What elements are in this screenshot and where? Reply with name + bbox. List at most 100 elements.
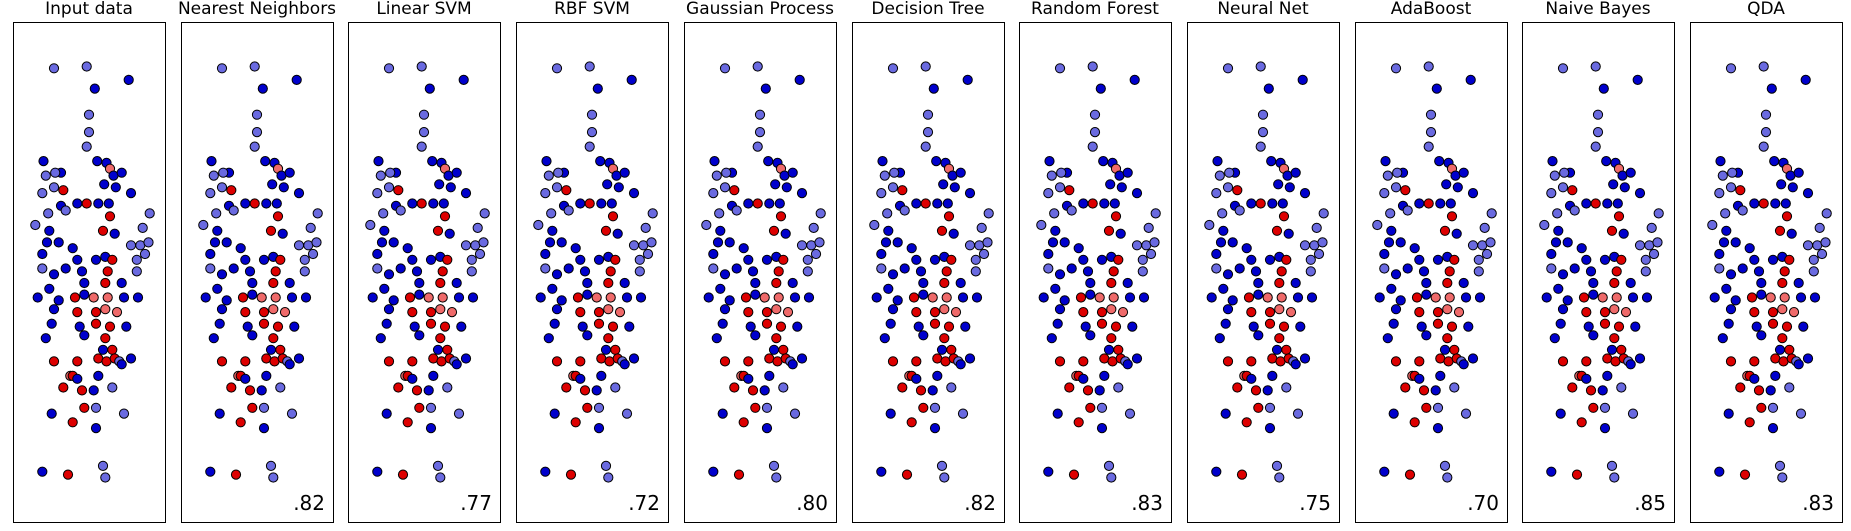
data-point [435, 333, 446, 344]
data-point [453, 292, 465, 303]
data-point [44, 225, 55, 236]
data-point [1094, 385, 1105, 396]
panel-frame [852, 22, 1005, 523]
data-point [1557, 269, 1569, 280]
data-point [107, 382, 118, 393]
data-point [549, 318, 560, 329]
data-point [1562, 237, 1573, 248]
data-point [983, 208, 994, 219]
data-point [1425, 109, 1437, 120]
data-point [619, 277, 630, 289]
data-point [37, 188, 48, 199]
data-point [929, 402, 941, 413]
data-point [1653, 208, 1664, 219]
data-point [109, 228, 120, 239]
data-point [1765, 385, 1776, 396]
data-point [929, 423, 941, 434]
data-point [885, 408, 896, 419]
data-point [428, 198, 439, 209]
data-point [1749, 307, 1760, 318]
data-point [942, 198, 953, 209]
data-point [1808, 266, 1819, 277]
data-point [1285, 307, 1297, 318]
data-point [773, 292, 784, 303]
data-point [1085, 330, 1096, 341]
data-point [928, 83, 939, 94]
data-point [596, 198, 607, 209]
data-point [72, 373, 83, 384]
data-point [1567, 185, 1578, 196]
data-point [432, 344, 444, 355]
data-point [256, 385, 267, 396]
data-point [1281, 344, 1292, 355]
data-point [814, 237, 825, 248]
data-point [456, 321, 467, 332]
data-point [1546, 188, 1557, 199]
data-point [88, 292, 99, 303]
data-point [442, 382, 453, 393]
data-point [1271, 460, 1283, 471]
data-point [221, 295, 232, 306]
data-point [1590, 61, 1601, 72]
data-point [393, 382, 404, 393]
data-point [1569, 263, 1580, 274]
data-point [79, 277, 90, 289]
data-point [899, 263, 910, 274]
data-point [619, 167, 630, 178]
data-point [378, 208, 389, 219]
data-point [1627, 292, 1639, 303]
data-point [299, 266, 310, 277]
data-point [428, 370, 439, 381]
data-point [540, 248, 551, 260]
data-point [381, 318, 392, 329]
data-point [1379, 248, 1390, 260]
data-point [887, 63, 899, 74]
data-point [1784, 254, 1795, 265]
data-point [1390, 63, 1402, 74]
data-point [40, 170, 51, 181]
data-point [1646, 222, 1657, 233]
data-point [1467, 188, 1479, 199]
data-point [787, 277, 798, 289]
data-point [472, 222, 483, 233]
data-point [1641, 292, 1653, 303]
data-point [1108, 292, 1119, 303]
data-point [1444, 292, 1455, 303]
data-point [365, 219, 376, 231]
data-point [272, 211, 284, 222]
data-point [603, 304, 614, 315]
data-point [551, 269, 563, 280]
data-point [30, 219, 41, 231]
data-point [920, 61, 931, 72]
data-point [982, 237, 993, 248]
data-point [1793, 359, 1804, 370]
data-point [1388, 408, 1399, 419]
data-point [971, 292, 983, 303]
data-point [268, 333, 279, 344]
data-point [556, 237, 567, 248]
data-point [761, 254, 773, 265]
data-point [955, 167, 966, 178]
data-point [102, 292, 113, 303]
data-point [1779, 266, 1790, 277]
data-point [815, 208, 826, 219]
data-point [1246, 198, 1257, 209]
data-point [603, 472, 614, 483]
data-point [760, 83, 771, 94]
data-point [591, 292, 602, 303]
accuracy-score: .77 [460, 491, 492, 515]
data-point [1449, 254, 1460, 265]
data-point [1630, 321, 1641, 332]
data-point [423, 292, 434, 303]
data-point [915, 385, 927, 396]
data-point [1616, 344, 1627, 355]
data-point [251, 109, 263, 120]
data-point [946, 382, 957, 393]
data-point [1780, 198, 1791, 209]
data-point [647, 208, 658, 219]
panel-title: Decision Tree [871, 0, 984, 19]
data-point [1616, 382, 1627, 393]
data-point [46, 318, 57, 329]
data-point [72, 307, 83, 318]
data-point [920, 141, 931, 152]
